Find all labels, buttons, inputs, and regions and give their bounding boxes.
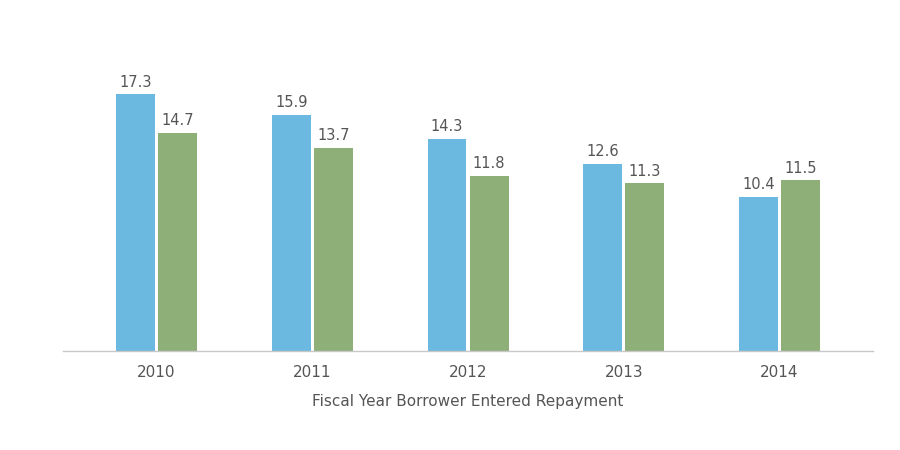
Bar — [470, 176, 508, 351]
Text: 13.7: 13.7 — [317, 128, 349, 143]
Text: 10.4: 10.4 — [742, 177, 775, 192]
Bar — [781, 180, 820, 351]
Bar — [583, 164, 622, 351]
Text: 17.3: 17.3 — [119, 75, 152, 90]
Text: 11.5: 11.5 — [784, 161, 817, 176]
Bar — [314, 148, 353, 351]
Text: 15.9: 15.9 — [275, 95, 308, 110]
Bar — [739, 197, 778, 351]
Bar — [428, 139, 466, 351]
Bar — [158, 133, 197, 351]
Text: 12.6: 12.6 — [587, 144, 619, 159]
Text: 14.3: 14.3 — [431, 119, 464, 134]
Bar — [626, 183, 664, 351]
Text: 11.8: 11.8 — [472, 156, 505, 171]
Text: 11.3: 11.3 — [628, 164, 661, 179]
Bar — [116, 94, 155, 351]
X-axis label: Fiscal Year Borrower Entered Repayment: Fiscal Year Borrower Entered Repayment — [312, 394, 624, 409]
Text: 14.7: 14.7 — [161, 113, 194, 128]
Bar — [272, 115, 310, 351]
